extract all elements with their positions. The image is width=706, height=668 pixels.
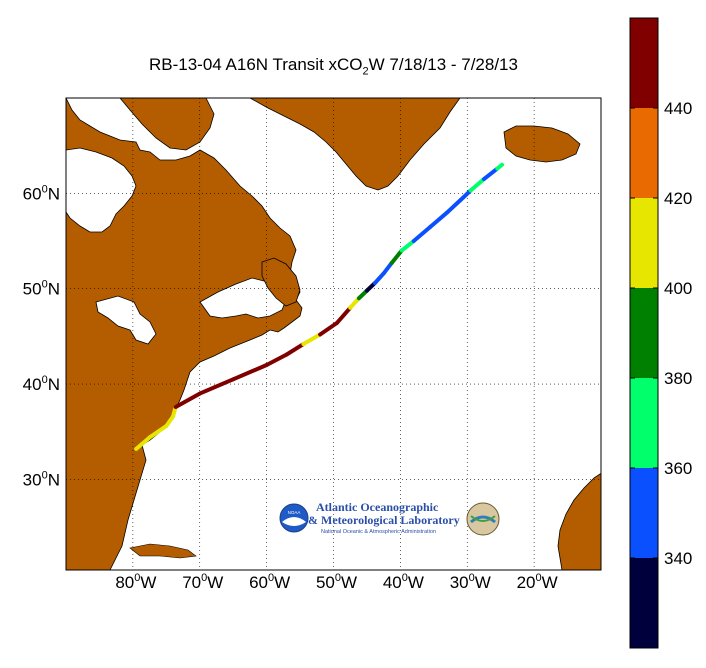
- colorbar-tick-label: 420: [664, 189, 692, 208]
- track-segment: [173, 391, 202, 409]
- colorbar-bin: [630, 558, 658, 648]
- colorbar-bin: [630, 108, 658, 198]
- track-segment: [264, 352, 289, 367]
- track-segment: [389, 248, 404, 265]
- lat-tick-label: 300N: [23, 469, 60, 489]
- land-newfoundland: [261, 257, 301, 307]
- track-segment: [301, 332, 323, 347]
- graticule: [66, 98, 601, 570]
- title-main: RB-13-04 A16N Transit xCO: [149, 55, 363, 74]
- landmasses: [66, 98, 601, 570]
- colorbar-bin: [630, 198, 658, 288]
- lon-tick-label: 300W: [450, 572, 491, 592]
- colorbar-bin: [630, 468, 658, 558]
- lon-tick-label: 500W: [316, 572, 357, 592]
- aoml-emblem: [466, 502, 500, 536]
- water-st-lawrence: [199, 277, 287, 319]
- ship-track: [134, 162, 505, 451]
- title-tail: W 7/18/13 - 7/28/13: [368, 55, 518, 74]
- noaa-emblem: NOAA: [279, 503, 309, 533]
- svg-text:NOAA: NOAA: [288, 510, 301, 515]
- logo-line-3: National Oceanic & Atmospheric Administr…: [321, 529, 436, 535]
- track-segment: [197, 377, 236, 396]
- colorbar-tick-label: 340: [664, 549, 692, 568]
- track-segment: [147, 424, 169, 440]
- aoml-logo: NOAA Atlantic Oceanographic & Meteorolog…: [278, 500, 500, 542]
- map-frame: [65, 97, 602, 571]
- lat-tick-label: 400N: [23, 374, 60, 394]
- colorbar-ticks: 340 360 380 400 420 440: [630, 99, 692, 568]
- logo-line-1: Atlantic Oceanographic: [316, 500, 439, 514]
- land-caribbean: [129, 543, 197, 559]
- lon-tick-label: 700W: [182, 572, 223, 592]
- lon-tick-label: 600W: [249, 572, 290, 592]
- land-africa: [557, 472, 601, 570]
- track-segment: [318, 321, 339, 337]
- map-title: RB-13-04 A16N Transit xCO2W 7/18/13 - 7/…: [66, 55, 601, 77]
- track-segment: [231, 362, 269, 382]
- colorbar-frame: [629, 17, 659, 649]
- logo-line-2: & Meteorological Laboratory: [308, 513, 460, 527]
- track-segment: [381, 260, 394, 276]
- track-segment: [481, 166, 500, 182]
- lat-tick-label: 600N: [23, 183, 60, 203]
- track-segment: [428, 210, 450, 229]
- track-segment: [134, 435, 152, 451]
- track-segment: [399, 239, 416, 253]
- colorbar: [629, 17, 659, 649]
- colorbar-tick-label: 440: [664, 99, 692, 118]
- track-segment: [372, 271, 386, 285]
- longitude-labels: 800W 700W 600W 500W 400W 300W 200W: [115, 572, 557, 592]
- lon-tick-label: 400W: [383, 572, 424, 592]
- land-baffin: [119, 98, 215, 151]
- track-segment: [411, 224, 433, 244]
- colorbar-bin: [630, 288, 658, 378]
- track-segment: [495, 162, 505, 171]
- colorbar-tick-label: 380: [664, 369, 692, 388]
- track-segment: [348, 296, 361, 310]
- track-segment: [284, 342, 306, 357]
- latitude-labels: 600N 500N 400N 300N: [23, 183, 60, 489]
- track-segment: [445, 198, 463, 215]
- title-subscript: 2: [362, 65, 369, 78]
- colorbar-bin: [630, 378, 658, 468]
- lat-tick-label: 500N: [23, 279, 60, 299]
- track-segment: [458, 188, 473, 203]
- track-segment: [334, 305, 353, 326]
- land-greenland: [249, 98, 461, 191]
- colorbar-tick-label: 360: [664, 459, 692, 478]
- colorbar-bin: [630, 18, 658, 108]
- track-segment: [468, 177, 486, 193]
- water-hudson-bay: [66, 147, 137, 233]
- lon-tick-label: 800W: [115, 572, 156, 592]
- lon-tick-label: 200W: [517, 572, 558, 592]
- colorbar-tick-label: 400: [664, 279, 692, 298]
- water-great-lakes: [95, 295, 157, 345]
